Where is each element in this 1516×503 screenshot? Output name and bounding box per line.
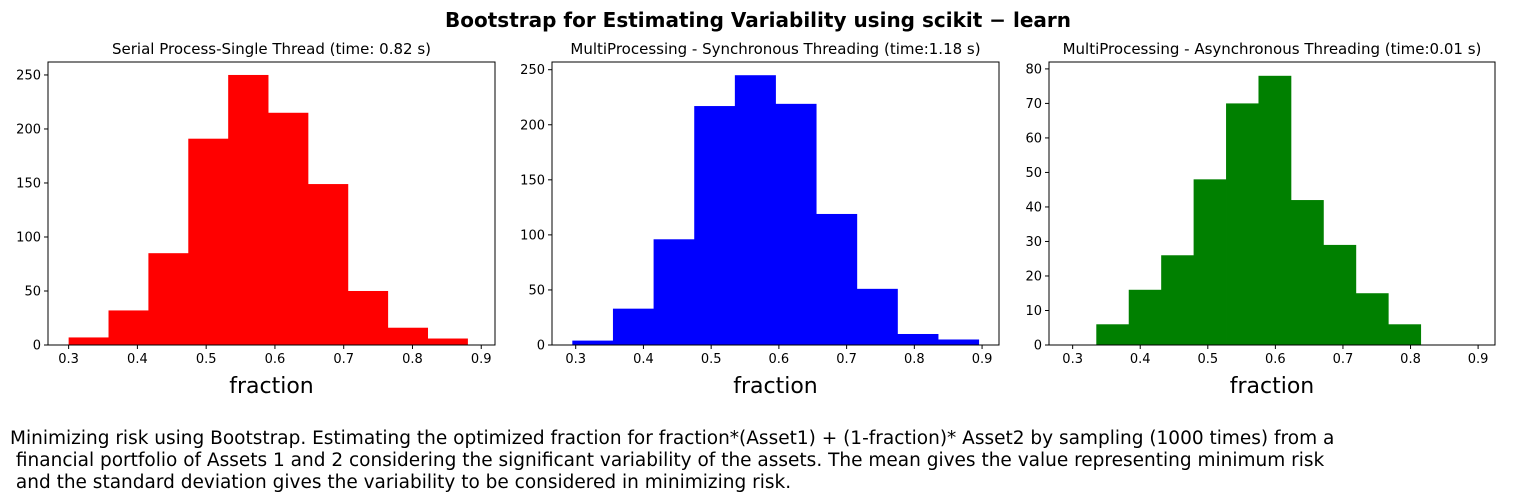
x-tick-label: 0.3 (1062, 352, 1083, 367)
x-tick-label: 0.3 (58, 352, 79, 367)
histogram-bar (347, 290, 389, 345)
y-tick-label: 50 (1025, 166, 1042, 181)
y-tick-label: 50 (528, 283, 545, 298)
chart-3: 0.3 0.4 0.5 0.6 0.7 0.8 0.9 0 10 20 30 40 50 60 70 80 Mu… (1025, 40, 1496, 399)
chart-title: MultiProcessing - Asynchronous Threading… (1063, 40, 1482, 58)
x-tick-label: 0.3 (565, 352, 586, 367)
histogram-bar (228, 74, 269, 346)
x-tick-label: 0.4 (1130, 352, 1151, 367)
x-tick-label: 0.8 (1400, 352, 1421, 367)
x-tick-label: 0.9 (972, 352, 993, 367)
x-tick-label: 0.8 (904, 352, 925, 367)
histogram-bar (1323, 244, 1357, 345)
chart-title: Serial Process-Single Thread (time: 0.82… (112, 40, 431, 58)
histogram-bar (148, 253, 189, 345)
histogram-bar (108, 310, 149, 345)
y-tick-label: 40 (1025, 200, 1042, 215)
caption-line-1: Minimizing risk using Bootstrap. Estimat… (10, 428, 1335, 449)
histogram-bar (1388, 324, 1422, 345)
y-tick-label: 10 (1025, 304, 1042, 319)
histogram-bar (307, 184, 349, 345)
axes-frame (551, 61, 1000, 346)
figure-title: Bootstrap for Estimating Variability usi… (445, 8, 1071, 32)
caption-line-2: financial portfolio of Assets 1 and 2 co… (10, 450, 1325, 471)
x-tick-label: 0.9 (1468, 352, 1489, 367)
x-tick-label: 0.6 (265, 352, 286, 367)
y-tick-label: 150 (16, 176, 41, 191)
histogram-bar (938, 339, 980, 345)
chart-title: MultiProcessing - Synchronous Threading … (570, 40, 980, 58)
histogram-bar (694, 106, 736, 345)
figure-caption: Minimizing risk using Bootstrap. Estimat… (10, 428, 1510, 494)
histogram-bar (387, 327, 429, 345)
y-tick-label: 250 (520, 63, 545, 78)
histogram-bar (1226, 103, 1259, 345)
histogram-bar (816, 213, 858, 345)
y-tick-label: 100 (16, 230, 41, 245)
x-tick-label: 0.7 (836, 352, 857, 367)
histogram-bar (1258, 75, 1292, 346)
chart-2: 0.3 0.4 0.5 0.6 0.7 0.8 0.9 0 50 100 150 200 250 Mult… (520, 40, 1000, 399)
x-tick-label: 0.7 (1333, 352, 1354, 367)
x-axis-label: fraction (229, 374, 314, 399)
histogram-bar (612, 308, 654, 345)
charts-svg: 0.3 0.4 0.5 0.6 0.7 0.8 0.9050100150200250Seri… (16, 40, 1496, 399)
axes-frame (1048, 61, 1496, 346)
y-tick-label: 150 (520, 173, 545, 188)
histogram-bar (268, 112, 309, 346)
histogram-bar (427, 338, 468, 345)
x-tick-label: 0.4 (633, 352, 654, 367)
histogram-bar (1161, 255, 1195, 345)
histogram-bar (1128, 289, 1162, 345)
x-tick-label: 0.5 (1197, 352, 1218, 367)
x-tick-label: 0.7 (333, 352, 354, 367)
axes-frame (47, 61, 496, 346)
x-axis-label: fraction (1230, 374, 1315, 399)
x-tick-label: 0.5 (196, 352, 217, 367)
y-tick-label: 20 (1025, 269, 1042, 284)
y-tick-label: 50 (24, 284, 41, 299)
y-tick-label: 200 (16, 122, 41, 137)
y-tick-label: 0 (1034, 339, 1042, 354)
y-tick-label: 100 (520, 228, 545, 243)
histogram-bar (856, 288, 898, 345)
histogram-bar (1290, 200, 1324, 345)
histogram-bar (68, 337, 109, 345)
histogram-bar (653, 239, 695, 345)
y-tick-label: 70 (1025, 97, 1042, 112)
histogram-bar (1193, 179, 1227, 345)
y-tick-label: 30 (1025, 235, 1042, 250)
histogram-bar (775, 103, 817, 345)
y-tick-label: 80 (1025, 62, 1042, 77)
histogram-bar (734, 75, 776, 346)
histogram-bar (572, 340, 614, 345)
histogram-bar (897, 333, 939, 345)
y-tick-label: 0 (537, 339, 545, 354)
histogram-bar (188, 138, 229, 345)
y-tick-label: 0 (33, 339, 41, 354)
y-tick-label: 250 (16, 68, 41, 83)
x-tick-label: 0.6 (1265, 352, 1286, 367)
y-tick-label: 60 (1025, 131, 1042, 146)
x-tick-label: 0.4 (127, 352, 148, 367)
histogram-bar (1355, 293, 1389, 345)
x-tick-label: 0.5 (701, 352, 722, 367)
x-tick-label: 0.8 (402, 352, 423, 367)
histogram-bar (1096, 324, 1130, 345)
caption-line-3: and the standard deviation gives the var… (10, 472, 792, 493)
y-tick-label: 200 (520, 118, 545, 133)
x-axis-label: fraction (733, 374, 818, 399)
x-tick-label: 0.9 (471, 352, 492, 367)
chart-1: 0.3 0.4 0.5 0.6 0.7 0.8 0.9 0 50 100 150 200 250 Seri… (16, 40, 496, 399)
x-tick-label: 0.6 (769, 352, 790, 367)
